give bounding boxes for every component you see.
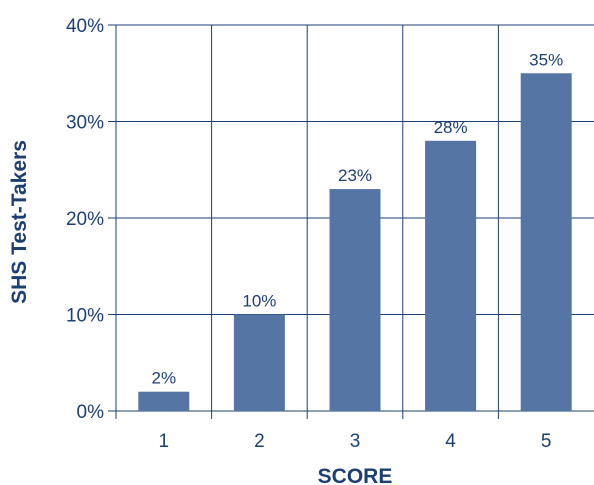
bar-score-1	[138, 391, 190, 411]
x-tick-label: 2	[254, 431, 265, 452]
y-tick-label: 40%	[66, 16, 104, 37]
x-tick-label: 1	[159, 431, 170, 452]
bar-score-5	[520, 73, 572, 411]
bar-value-label: 28%	[434, 118, 468, 137]
y-tick-label: 10%	[66, 306, 104, 327]
bar-score-2	[233, 314, 285, 411]
x-tick-label: 4	[445, 431, 456, 452]
bar-score-3	[329, 189, 381, 411]
bar-score-4	[425, 140, 477, 412]
tick-labels-layer: 0% 10% 20% 30% 40% 1 2 3 4 5	[66, 16, 552, 452]
y-axis-title: SHS Test-Takers	[8, 140, 31, 304]
y-tick-label: 30%	[66, 113, 104, 134]
bars-layer	[138, 73, 572, 412]
bar-value-label: 35%	[529, 50, 563, 69]
bar-value-label: 23%	[338, 166, 372, 185]
bar-value-label: 2%	[152, 369, 177, 388]
x-tick-label: 5	[541, 431, 552, 452]
bar-value-label: 10%	[242, 292, 276, 311]
y-tick-label: 0%	[77, 402, 105, 423]
x-tick-label: 3	[350, 431, 361, 452]
grid-layer	[108, 24, 594, 419]
labels-layer: 2% 10% 23% 28% 35%	[152, 50, 564, 387]
y-tick-label: 20%	[66, 209, 104, 230]
x-axis-title: SCORE	[318, 465, 393, 485]
